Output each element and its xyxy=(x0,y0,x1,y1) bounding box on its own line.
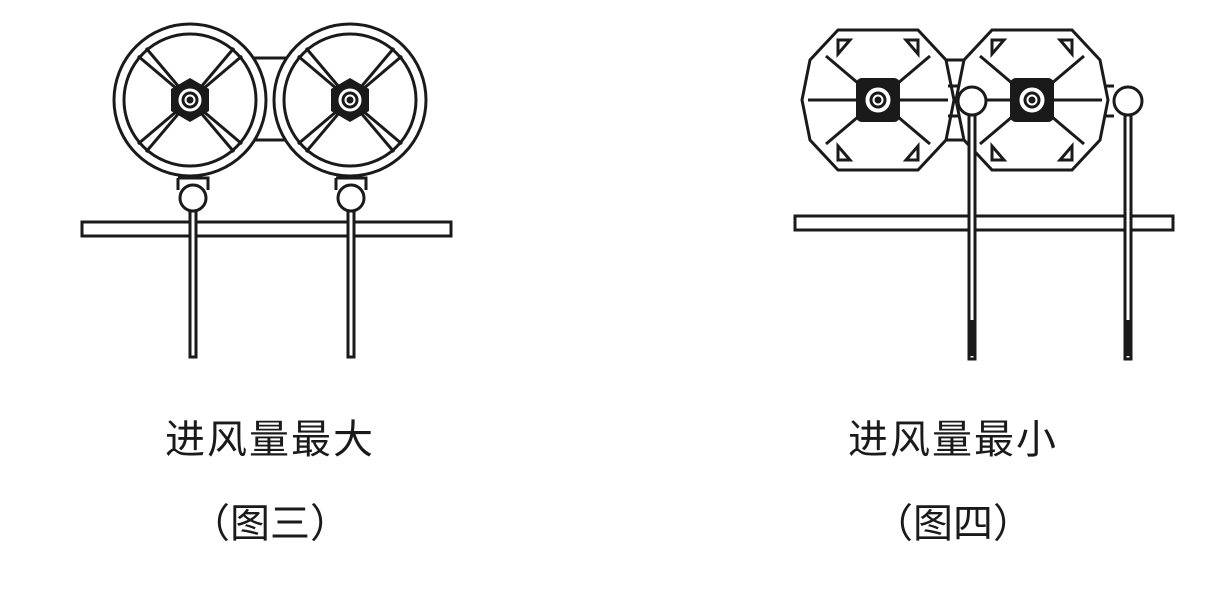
damper-diagram-closed xyxy=(793,28,1175,361)
lever-knob-left xyxy=(178,183,208,213)
lever-rod-left xyxy=(188,209,198,359)
lever-rod-right xyxy=(346,209,356,359)
mounting-rail xyxy=(80,220,453,238)
lever-rod-right xyxy=(1123,113,1133,361)
lever-knob-right xyxy=(1112,85,1144,117)
damper-diagram-open xyxy=(80,22,453,359)
damper-right xyxy=(272,22,428,178)
panel-max-airflow: 进风量最大 （图三） xyxy=(0,0,540,590)
mounting-rail xyxy=(793,214,1175,232)
caption-max-airflow: 进风量最大 xyxy=(165,417,375,463)
lever-knob-right xyxy=(336,183,366,213)
panel-min-airflow: 进风量最小 （图四） xyxy=(700,0,1206,590)
damper-right xyxy=(954,28,1110,172)
caption-min-airflow: 进风量最小 xyxy=(848,417,1058,463)
figure-label-4: （图四） xyxy=(873,501,1033,547)
figure-label-3: （图三） xyxy=(190,501,350,547)
lever-knob-left xyxy=(956,85,988,117)
damper-left xyxy=(112,22,268,178)
damper-left xyxy=(800,28,956,172)
lever-rod-left xyxy=(967,113,977,361)
